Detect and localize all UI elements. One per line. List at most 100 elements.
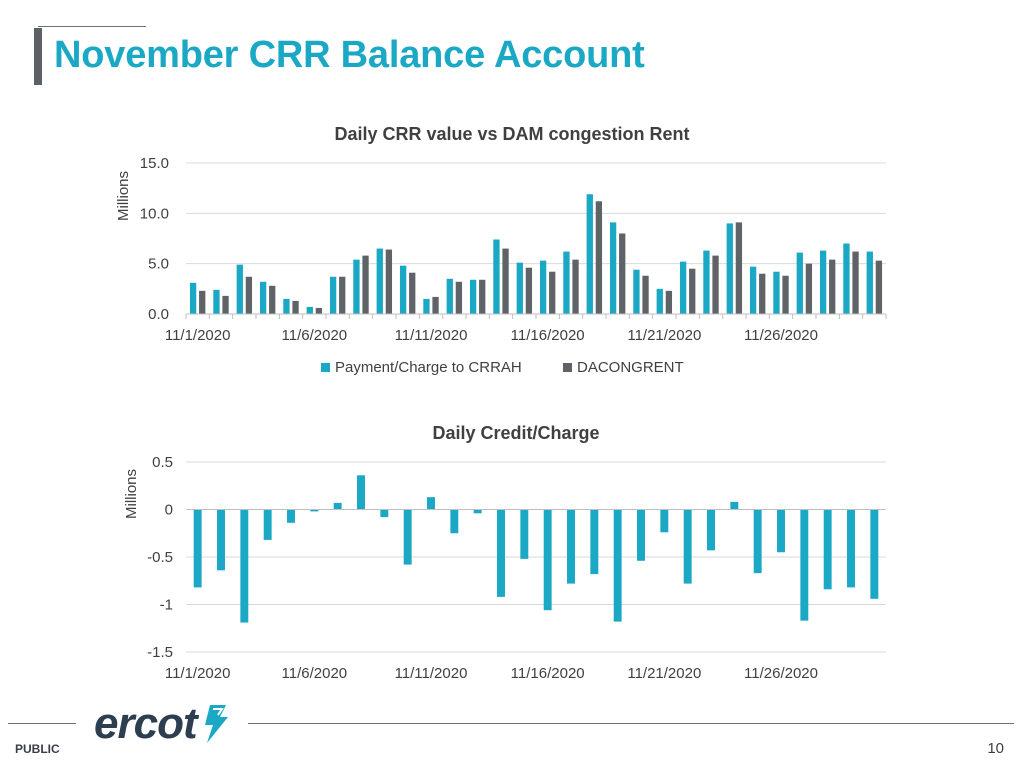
bar-series1 <box>660 509 669 533</box>
footer-rule-left <box>8 723 76 724</box>
bar-series1 <box>193 509 202 588</box>
bar-series1 <box>679 261 687 314</box>
bar-series2 <box>805 263 813 314</box>
x-tick-label: 11/16/2020 <box>511 665 585 682</box>
y-tick-label: 15.0 <box>140 155 169 172</box>
bar-series1 <box>543 509 552 611</box>
bar-series2 <box>549 271 556 314</box>
y-tick-label: -1 <box>160 597 173 614</box>
logo-wordmark: ercot <box>94 699 198 748</box>
bar-series1 <box>473 509 482 514</box>
x-tick-label: 11/1/2020 <box>165 327 231 344</box>
bar-series2 <box>339 276 346 314</box>
bar-series1 <box>796 252 803 314</box>
legend-swatch <box>563 363 572 372</box>
bar-series1 <box>563 251 570 314</box>
bar-series1 <box>539 260 547 314</box>
bar-series1 <box>450 509 459 534</box>
bar-series2 <box>712 255 719 314</box>
bar-series1 <box>633 269 640 314</box>
bar-series2 <box>759 273 766 314</box>
y-tick-label: 0.0 <box>148 306 169 323</box>
slide-title: November CRR Balance Account <box>54 34 645 76</box>
bar-series1 <box>380 509 389 518</box>
bar-series1 <box>800 509 809 621</box>
bar-series1 <box>707 509 715 551</box>
y-tick-label: 5.0 <box>148 256 169 273</box>
bar-series2 <box>829 259 836 314</box>
chart-daily-crr-value: Daily CRR value vs DAM congestion Rent Mi… <box>115 124 887 376</box>
lightning-bolt-icon <box>204 705 228 743</box>
bar-series1 <box>637 509 645 561</box>
y-tick-label: -1.5 <box>147 644 173 661</box>
x-tick-label: 11/1/2020 <box>165 665 231 682</box>
bar-series1 <box>819 250 827 314</box>
bar-series2 <box>595 201 603 314</box>
bar-series1 <box>726 223 733 314</box>
bar-series2 <box>735 222 743 314</box>
x-tick-label: 11/21/2020 <box>627 665 701 682</box>
x-tick-label: 11/11/2020 <box>395 665 468 682</box>
bar-series1 <box>469 279 477 314</box>
bar-series1 <box>213 289 220 314</box>
bar-series2 <box>385 249 393 314</box>
bar-series1 <box>613 509 622 622</box>
bar-series2 <box>502 248 509 314</box>
x-tick-label: 11/26/2020 <box>744 327 818 344</box>
bar-series1 <box>259 281 267 314</box>
bar-series1 <box>423 298 430 314</box>
bar-series2 <box>689 268 696 314</box>
legend-label: DACONGRENT <box>577 359 684 376</box>
bar-series2 <box>222 295 229 314</box>
y-axis-label: Millions <box>123 469 140 519</box>
bar-series1 <box>843 243 850 314</box>
x-tick-label: 11/16/2020 <box>511 327 585 344</box>
legend-label: Payment/Charge to CRRAH <box>335 359 522 376</box>
bar-series1 <box>777 509 785 553</box>
x-tick-label: 11/26/2020 <box>744 665 818 682</box>
bar-series2 <box>525 267 533 314</box>
bar-series1 <box>240 509 249 623</box>
bar-series2 <box>642 275 649 314</box>
bar-series1 <box>683 509 692 584</box>
bar-series1 <box>847 509 855 588</box>
bar-series1 <box>773 271 780 314</box>
bar-series1 <box>703 250 710 314</box>
bar-series2 <box>852 251 859 314</box>
bar-series1 <box>427 497 435 510</box>
x-tick-label: 11/11/2020 <box>395 327 468 344</box>
x-tick-label: 11/21/2020 <box>627 327 701 344</box>
y-tick-label: 0 <box>165 502 173 519</box>
y-tick-label: 0.5 <box>152 454 173 471</box>
bar-series2 <box>875 260 883 314</box>
bar-series1 <box>333 502 342 510</box>
bar-series2 <box>572 259 579 314</box>
title-accent-bar <box>34 28 42 85</box>
title-top-rule <box>38 26 146 27</box>
bar-series1 <box>283 298 290 314</box>
bar-series1 <box>353 259 360 314</box>
bar-series2 <box>292 300 299 314</box>
bar-series2 <box>782 275 789 314</box>
bar-series2 <box>455 281 463 314</box>
footer-rule-right <box>248 723 1014 724</box>
bar-series1 <box>823 509 832 590</box>
bar-series1 <box>586 194 593 314</box>
bar-series2 <box>665 290 673 314</box>
bar-series1 <box>189 282 197 314</box>
bar-series2 <box>619 233 626 314</box>
footer-public-label: PUBLIC <box>15 742 60 756</box>
bar-series1 <box>287 509 295 523</box>
page-number: 10 <box>987 740 1004 757</box>
bar-series2 <box>269 285 276 314</box>
bar-series1 <box>263 509 272 540</box>
chart-title: Daily CRR value vs DAM congestion Rent <box>334 124 689 144</box>
bar-series1 <box>590 509 599 575</box>
bar-series1 <box>493 239 500 314</box>
bar-series1 <box>306 306 313 314</box>
y-tick-label: -0.5 <box>147 549 173 566</box>
bar-series1 <box>567 509 575 584</box>
bar-series1 <box>753 509 762 574</box>
bar-series1 <box>516 262 523 314</box>
bar-series1 <box>520 509 529 559</box>
